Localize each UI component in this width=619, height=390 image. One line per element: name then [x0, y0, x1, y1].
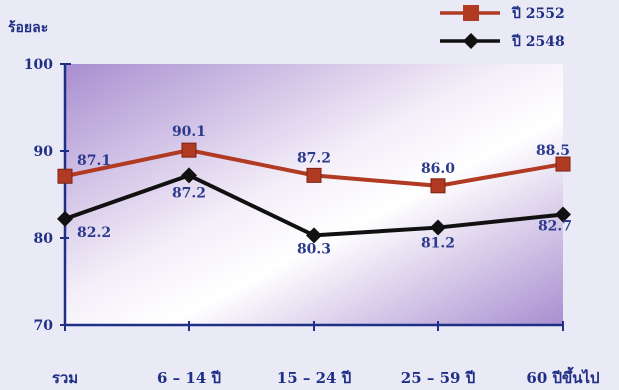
y-tick-label: 70 — [34, 318, 54, 334]
x-tick-label: 25 – 59 ปี — [401, 369, 475, 387]
legend: ปี 2552 ปี 2548 — [440, 5, 565, 50]
y-ticks: 70 80 90 100 — [24, 57, 69, 334]
data-point-diamond — [57, 210, 73, 227]
data-point-square — [57, 168, 73, 184]
data-label: 86.0 — [421, 161, 455, 177]
data-point-diamond — [181, 167, 197, 184]
y-tick-label: 80 — [34, 231, 54, 247]
data-label: 88.5 — [536, 143, 570, 159]
data-point-square — [430, 178, 446, 194]
data-label: 82.7 — [538, 219, 572, 235]
data-point-square — [306, 167, 322, 183]
data-point-diamond — [555, 206, 571, 223]
data-label: 82.2 — [77, 225, 111, 241]
data-point-diamond — [306, 227, 322, 244]
x-tick-label: 6 – 14 ปี — [157, 369, 221, 387]
legend-label: ปี 2552 — [511, 6, 565, 22]
y-tick-label: 90 — [34, 144, 54, 160]
x-tick-label: 60 ปีขึ้นไป — [526, 366, 599, 387]
data-point-square — [555, 156, 571, 172]
data-point-diamond — [430, 219, 446, 236]
x-tick-label: 15 – 24 ปี — [277, 369, 351, 387]
plot-area — [65, 64, 563, 325]
data-label: 87.2 — [172, 185, 206, 201]
legend-marker-diamond — [463, 33, 479, 49]
y-axis-title: ร้อยละ — [8, 20, 48, 36]
data-label: 90.1 — [172, 124, 206, 140]
data-point-square — [181, 142, 197, 158]
data-label: 80.3 — [297, 241, 331, 257]
x-ticks: รวม 6 – 14 ปี 15 – 24 ปี 25 – 59 ปี 60 ปีขึ้… — [52, 321, 600, 387]
legend-marker-square — [463, 5, 479, 21]
data-label: 81.2 — [421, 236, 455, 252]
data-label: 87.1 — [77, 153, 111, 169]
x-tick-label: รวม — [52, 369, 78, 387]
data-label: 87.2 — [297, 150, 331, 166]
y-tick-label: 100 — [24, 57, 53, 73]
legend-label: ปี 2548 — [511, 34, 565, 50]
series-layer: 87.1 90.1 87.2 86.0 88.5 82.2 87.2 80.3 81.2 82.7 — [57, 124, 572, 257]
